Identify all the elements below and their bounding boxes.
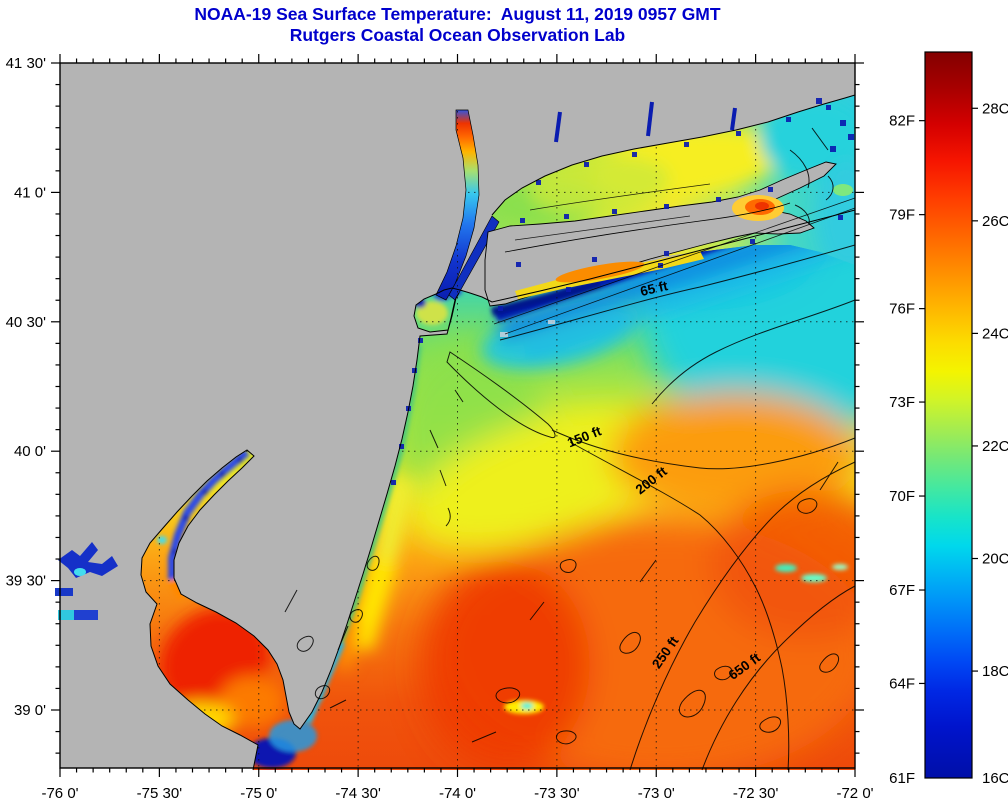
colorbar-gradient (925, 52, 972, 778)
colorbar-label-celsius: 26C (982, 213, 1008, 230)
y-tick-label: 39 30' (6, 573, 47, 590)
cloud-speck (548, 320, 555, 324)
y-tick-label: 41 30' (6, 55, 47, 72)
cold-shore-pixels (391, 98, 854, 485)
block-island-sound-patch (833, 184, 853, 196)
figure-title-block: NOAA-19 Sea Surface Temperature: August … (60, 4, 855, 46)
colorbar-label-celsius: 20C (982, 551, 1008, 568)
colorbar-label-fahrenheit: 73F (889, 394, 915, 411)
connecticut-rivers (554, 101, 737, 143)
x-tick-label: -73 0' (638, 785, 675, 802)
colorbar-label-fahrenheit: 61F (889, 770, 915, 787)
depth-contour-label: 65 ft (639, 278, 670, 299)
colorbar: 82F 79F 76F 73F 70F 67F 64F 61F 28C 26C 24C 22C 20C 1… (889, 51, 1008, 787)
x-tick-label: -72 30' (733, 785, 779, 802)
long-island-land (484, 161, 837, 307)
x-tick-label: -72 0' (836, 785, 873, 802)
cloud-speck (500, 332, 508, 337)
colorbar-label-fahrenheit: 79F (889, 207, 915, 224)
y-tick-label: 39 0' (14, 702, 46, 719)
y-tick-label: 40 0' (14, 443, 46, 460)
colorbar-label-fahrenheit: 70F (889, 488, 915, 505)
colorbar-label-fahrenheit: 64F (889, 675, 915, 692)
chesapeake-head-water (55, 542, 118, 620)
colorbar-label-celsius: 28C (982, 100, 1008, 117)
map-axes: -76 0' -75 30' -75 0' -74 30' -74 0' -73 30' -… (6, 54, 874, 802)
colorbar-label-celsius: 16C (982, 770, 1008, 787)
colorbar-frame (924, 51, 973, 779)
colorbar-label-fahrenheit: 82F (889, 113, 915, 130)
chart-title: NOAA-19 Sea Surface Temperature: August … (194, 4, 721, 24)
y-tick-label: 40 30' (6, 314, 47, 331)
x-tick-label: -74 0' (439, 785, 476, 802)
colorbar-label-fahrenheit: 67F (889, 582, 915, 599)
colorbar-label-fahrenheit: 76F (889, 301, 915, 318)
chart-subtitle: Rutgers Coastal Ocean Observation Lab (289, 25, 626, 45)
x-tick-label: -75 0' (240, 785, 277, 802)
x-tick-label: -76 0' (41, 785, 78, 802)
x-tick-label: -75 30' (137, 785, 183, 802)
coastline (140, 94, 856, 771)
x-tick-label: -74 30' (335, 785, 381, 802)
x-tick-label: -73 30' (534, 785, 580, 802)
colorbar-label-celsius: 24C (982, 325, 1008, 342)
depth-contours (284, 127, 856, 771)
colorbar-label-celsius: 22C (982, 438, 1008, 455)
colorbar-label-celsius: 18C (982, 663, 1008, 680)
colorbar-labels: 82F 79F 76F 73F 70F 67F 64F 61F 28C 26C 24C 22C 20C 1… (889, 100, 1008, 787)
y-tick-label: 41 0' (14, 184, 46, 201)
